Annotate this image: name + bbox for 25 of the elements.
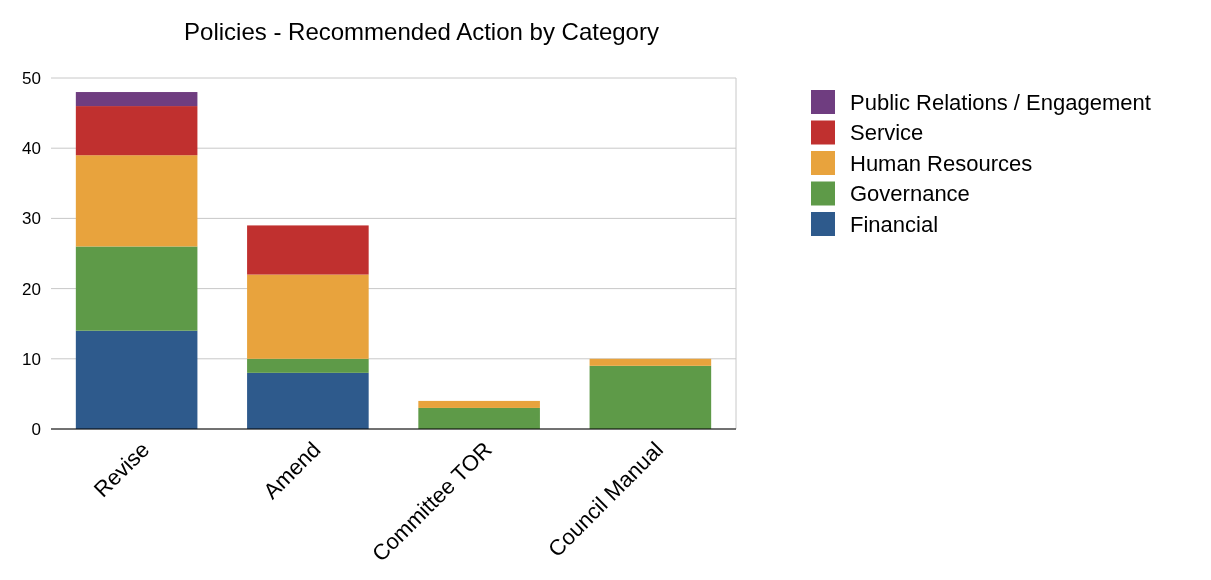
y-tick-label: 40 [22,139,41,159]
legend-label: Public Relations / Engagement [850,89,1151,115]
bar [75,155,198,247]
legend-label: Human Resources [850,150,1033,176]
bar [75,92,198,107]
bar [247,225,369,275]
y-tick-label: 20 [22,279,41,299]
bar [75,106,198,156]
y-tick-label: 30 [22,209,41,229]
bar [589,365,712,429]
legend-label: Service [850,120,924,146]
bar [75,246,198,331]
bar [589,358,712,366]
y-tick-label: 0 [31,419,41,439]
chart-title: Policies - Recommended Action by Category [184,18,659,45]
bar [75,330,198,429]
legend-label: Governance [850,181,970,207]
bar [418,407,540,429]
y-tick-label: 50 [22,68,41,88]
legend-label: Financial [850,211,939,237]
bar [247,358,369,373]
bar [418,400,540,408]
y-tick-label: 10 [22,349,41,369]
bar [247,372,369,429]
bar [247,274,369,359]
